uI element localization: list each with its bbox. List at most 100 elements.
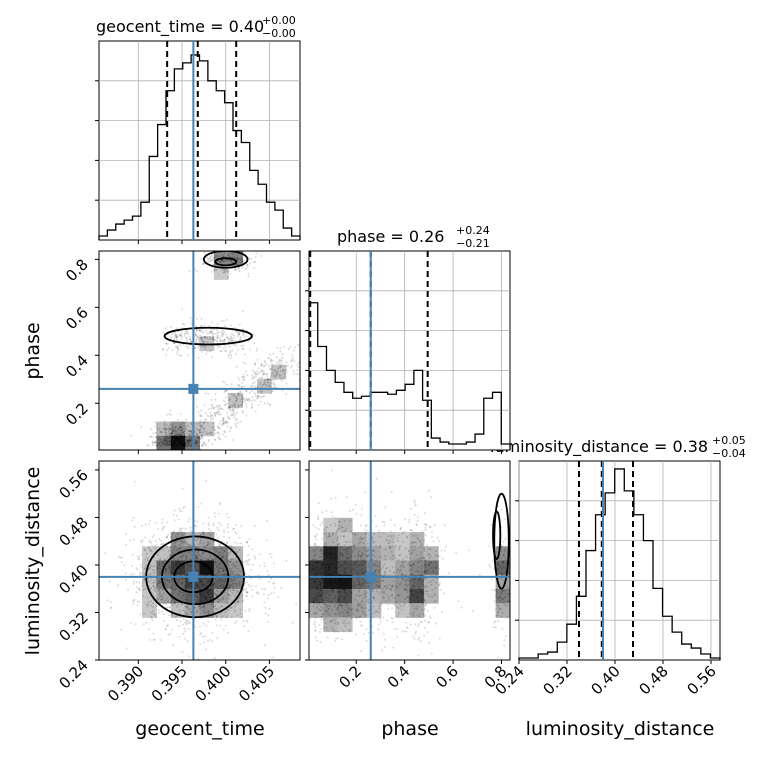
sample-point xyxy=(196,442,199,445)
sample-point xyxy=(366,555,369,557)
sample-point xyxy=(405,588,408,591)
sample-point xyxy=(134,623,137,626)
sample-point xyxy=(221,423,224,426)
sample-point xyxy=(320,618,323,621)
sample-point xyxy=(315,613,317,615)
sample-point xyxy=(175,437,178,440)
sample-point xyxy=(233,527,235,530)
sample-point xyxy=(222,433,225,436)
sample-point xyxy=(197,346,200,349)
sample-point xyxy=(203,598,206,601)
sample-point xyxy=(205,353,208,356)
sample-point xyxy=(339,600,341,603)
sample-point xyxy=(231,408,234,411)
sample-point xyxy=(185,538,188,541)
sample-point xyxy=(222,628,225,631)
sample-point xyxy=(413,637,416,640)
sample-point xyxy=(201,339,204,342)
sample-point xyxy=(361,537,363,540)
sample-point xyxy=(334,496,337,499)
sample-point xyxy=(329,552,332,555)
sample-point xyxy=(165,438,168,441)
sample-point xyxy=(364,524,367,527)
sample-point xyxy=(168,427,171,430)
sample-point xyxy=(153,589,156,592)
sample-point xyxy=(148,567,151,569)
sample-point xyxy=(231,580,234,583)
sample-point xyxy=(405,626,408,629)
sample-point xyxy=(200,606,203,609)
sample-point xyxy=(142,623,145,626)
sample-point xyxy=(396,537,399,539)
sample-point xyxy=(359,624,362,627)
sample-point xyxy=(423,549,426,552)
sample-point xyxy=(162,527,165,530)
sample-point xyxy=(204,392,207,395)
sample-point xyxy=(217,346,220,349)
sample-point xyxy=(220,350,223,353)
sample-point xyxy=(234,582,237,585)
sample-point xyxy=(318,623,321,626)
sample-point xyxy=(159,580,162,583)
sample-point xyxy=(335,613,338,616)
sample-point xyxy=(151,544,154,547)
sample-point xyxy=(188,601,191,604)
sample-point xyxy=(200,337,203,340)
sample-point xyxy=(109,607,112,610)
sample-point xyxy=(175,514,178,517)
sample-point xyxy=(181,436,184,439)
sample-point xyxy=(389,534,392,537)
sample-point xyxy=(324,549,326,552)
sample-point xyxy=(421,591,424,594)
sample-point xyxy=(209,260,212,262)
sample-point xyxy=(367,601,370,604)
sample-point xyxy=(329,593,332,596)
sample-point xyxy=(209,547,212,550)
sample-point xyxy=(312,524,315,527)
sample-point xyxy=(180,434,183,437)
sample-point xyxy=(159,567,161,570)
sample-point xyxy=(213,592,216,595)
sample-point xyxy=(209,589,212,592)
sample-point xyxy=(236,573,239,576)
sample-point xyxy=(195,439,198,442)
sample-point xyxy=(138,600,141,603)
sample-point xyxy=(243,385,246,388)
sample-point xyxy=(268,364,271,367)
sample-point xyxy=(382,597,385,599)
sample-point xyxy=(432,540,435,543)
sample-point xyxy=(221,605,224,608)
sample-point xyxy=(174,433,177,435)
sample-point xyxy=(502,554,505,557)
sample-point xyxy=(187,607,190,610)
sample-point xyxy=(201,573,204,576)
sample-point xyxy=(170,432,173,435)
sample-point xyxy=(332,591,334,593)
sample-point xyxy=(179,581,182,584)
sample-point xyxy=(205,596,208,598)
sample-point xyxy=(202,262,205,265)
sample-point xyxy=(324,596,327,598)
sample-point xyxy=(183,565,186,567)
sample-point xyxy=(207,557,210,560)
sample-point xyxy=(280,361,283,364)
sample-point xyxy=(419,539,422,542)
sample-point xyxy=(212,425,215,428)
sample-point xyxy=(247,275,250,278)
sample-point xyxy=(291,621,294,624)
sample-point xyxy=(173,440,176,442)
sample-point xyxy=(174,333,177,336)
sample-point xyxy=(215,585,217,588)
sample-point xyxy=(335,530,338,533)
sample-point xyxy=(344,571,347,574)
sample-point xyxy=(207,620,210,623)
sample-point xyxy=(198,329,201,332)
sample-point xyxy=(356,607,358,610)
sample-point xyxy=(328,581,331,584)
sample-point xyxy=(185,345,188,348)
sample-point xyxy=(500,600,502,602)
sample-point xyxy=(176,438,179,441)
sample-point xyxy=(313,569,316,572)
sample-point xyxy=(164,583,166,586)
sample-point xyxy=(503,644,506,647)
